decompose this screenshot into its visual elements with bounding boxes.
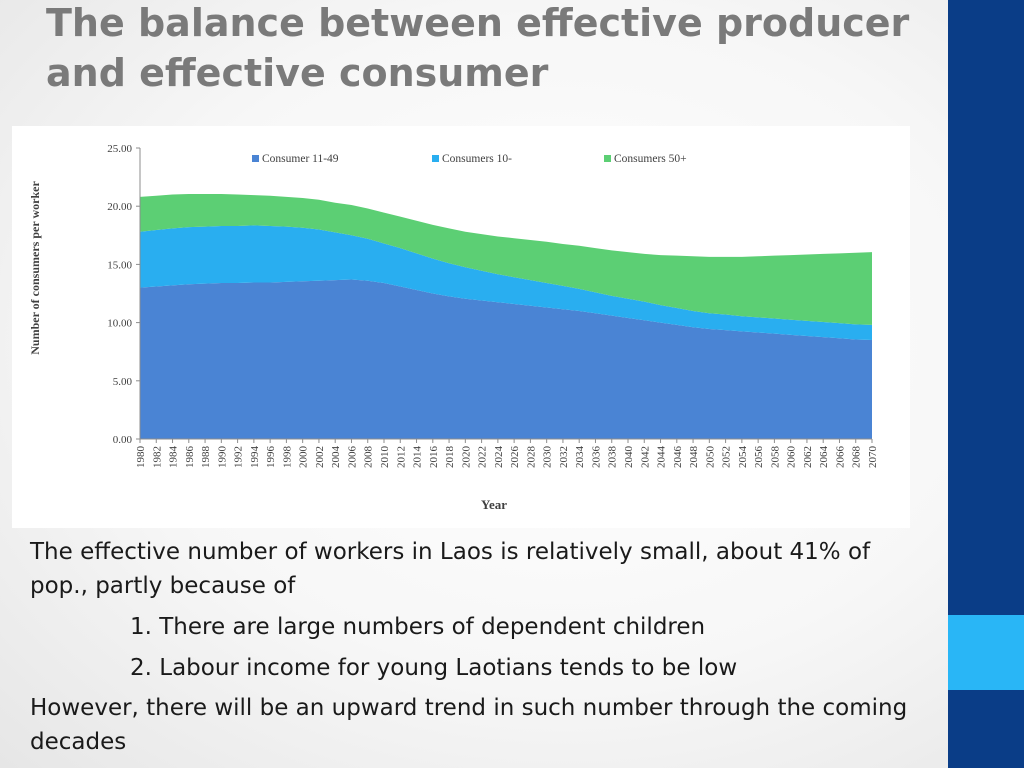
y-tick-label: 5.00 <box>113 376 133 388</box>
x-tick-label: 2018 <box>444 446 456 469</box>
x-tick-label: 2062 <box>802 446 814 468</box>
y-tick-label: 10.00 <box>107 318 132 330</box>
side-bar <box>948 0 1024 768</box>
x-tick-label: 2010 <box>379 446 391 469</box>
conclusion-paragraph: However, there will be an upward trend i… <box>30 695 908 755</box>
x-tick-label: 1996 <box>265 446 277 469</box>
x-tick-label: 2002 <box>314 446 326 468</box>
x-tick-label: 2020 <box>460 446 472 469</box>
side-bar-accent <box>948 615 1024 690</box>
legend-swatch <box>252 155 259 162</box>
x-tick-label: 2024 <box>493 446 505 469</box>
x-tick-label: 2060 <box>786 446 798 469</box>
x-tick-label: 2034 <box>574 446 586 469</box>
x-tick-label: 1990 <box>216 446 228 469</box>
x-tick-label: 2014 <box>412 446 424 469</box>
axes <box>139 148 872 440</box>
x-tick-label: 1998 <box>281 446 293 469</box>
x-tick-label: 2068 <box>851 446 863 469</box>
title-line-1: The balance between effective producer <box>46 1 910 45</box>
area-series-2 <box>140 225 872 341</box>
x-tick-label: 2040 <box>623 446 635 469</box>
y-tick-group: 0.00 5.00 10.00 15.00 20.00 25.00 <box>107 143 140 446</box>
point-1: 1. There are large numbers of dependent … <box>130 614 706 640</box>
x-tick-label: 2066 <box>834 446 846 469</box>
x-tick-label: 2056 <box>753 446 765 469</box>
x-tick-label: 2004 <box>330 446 342 469</box>
body-text: The effective number of workers in Laos … <box>30 535 930 759</box>
x-tick-label: 2048 <box>688 446 700 469</box>
x-tick-label: 1988 <box>200 446 212 469</box>
x-tick-label: 2036 <box>590 446 602 469</box>
legend-swatch <box>604 155 611 162</box>
x-tick-label: 2054 <box>737 446 749 469</box>
x-tick-label: 2064 <box>818 446 830 469</box>
x-tick-label: 2042 <box>639 446 651 468</box>
x-tick-label: 2016 <box>428 446 440 469</box>
chart-legend: Consumer 11-49 Consumers 10- Consumers 50+ <box>252 153 687 165</box>
y-tick-label: 15.00 <box>107 259 132 271</box>
x-tick-label: 2058 <box>769 446 781 469</box>
y-tick-label: 25.00 <box>107 143 132 155</box>
x-tick-label: 1992 <box>233 446 245 468</box>
slide-title: The balance between effective producer a… <box>46 0 926 98</box>
y-tick-label: 0.00 <box>113 434 133 446</box>
x-tick-label: 2032 <box>558 446 570 468</box>
x-tick-label: 2050 <box>704 446 716 469</box>
legend-label: Consumer 11-49 <box>262 153 339 165</box>
x-tick-label: 1982 <box>151 446 163 468</box>
legend-label: Consumers 50+ <box>614 153 687 165</box>
x-tick-label: 2070 <box>867 446 879 469</box>
area-series-1 <box>140 279 872 439</box>
x-tick-label: 2052 <box>721 446 733 468</box>
x-tick-label: 2022 <box>477 446 489 468</box>
x-tick-label: 2046 <box>672 446 684 469</box>
x-tick-label: 1994 <box>249 446 261 469</box>
x-tick-label: 2030 <box>542 446 554 469</box>
x-tick-label: 2026 <box>509 446 521 469</box>
y-axis-label: Number of consumers per worker <box>28 181 42 355</box>
x-tick-label: 1984 <box>168 446 180 469</box>
y-tick-label: 20.00 <box>107 201 132 213</box>
x-tick-label: 2008 <box>363 446 375 469</box>
intro-paragraph: The effective number of workers in Laos … <box>30 539 871 599</box>
legend-swatch <box>432 155 439 162</box>
x-tick-group: 1980 1982 1984 1986 1988 1990 1992 1994 1996 1998… <box>135 439 879 468</box>
x-tick-label: 2012 <box>395 446 407 468</box>
x-tick-label: 2006 <box>346 446 358 469</box>
x-tick-label: 1980 <box>135 446 147 469</box>
legend-label: Consumers 10- <box>442 153 512 165</box>
point-2: 2. Labour income for young Laotians tend… <box>130 655 738 681</box>
x-tick-label: 2028 <box>525 446 537 469</box>
x-tick-label: 1986 <box>184 446 196 469</box>
x-tick-label: 2044 <box>656 446 668 469</box>
area-series-3 <box>140 193 872 325</box>
chart-container: 0.00 5.00 10.00 15.00 20.00 25.00 1980 1982 198… <box>12 126 910 528</box>
x-axis-label: Year <box>481 497 507 512</box>
x-tick-label: 2038 <box>607 446 619 469</box>
area-series-group <box>140 193 872 439</box>
title-line-2: and effective consumer <box>46 51 549 95</box>
x-tick-label: 2000 <box>298 446 310 469</box>
